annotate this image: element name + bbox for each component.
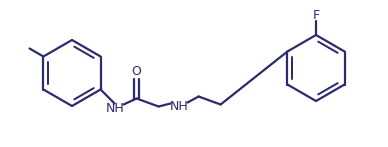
Text: F: F <box>312 9 320 21</box>
Text: O: O <box>132 65 142 78</box>
Text: NH: NH <box>170 100 189 113</box>
Text: NH: NH <box>106 102 125 115</box>
